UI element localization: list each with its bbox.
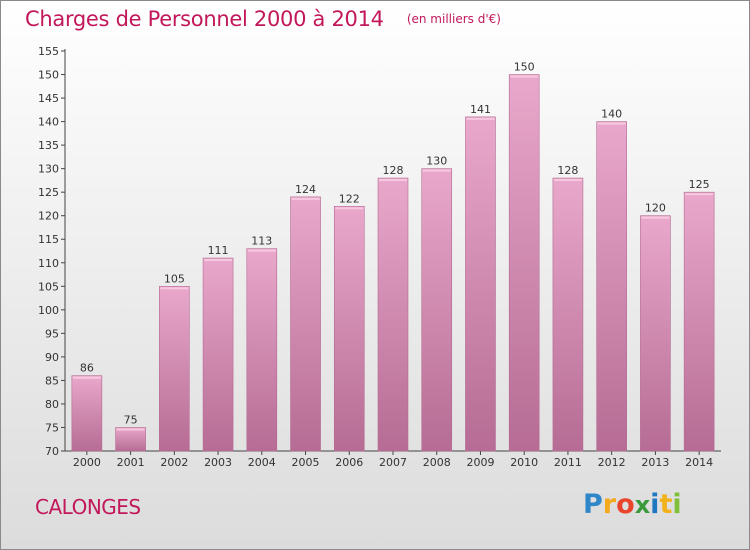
bar-value-label: 111 bbox=[208, 244, 229, 257]
title-row: Charges de Personnel 2000 à 2014 (en mil… bbox=[25, 7, 501, 31]
bar-highlight bbox=[553, 179, 582, 182]
logo-letter: P bbox=[583, 489, 603, 520]
bar bbox=[246, 248, 278, 452]
bar bbox=[333, 205, 365, 452]
y-tick-label: 150 bbox=[38, 69, 59, 82]
bar-highlight bbox=[160, 287, 189, 290]
bar-highlight bbox=[597, 122, 626, 125]
y-tick-label: 90 bbox=[45, 351, 59, 364]
bar-value-label: 128 bbox=[383, 164, 404, 177]
y-tick-label: 145 bbox=[38, 92, 59, 105]
y-tick-label: 85 bbox=[45, 374, 59, 387]
y-tick-label: 105 bbox=[38, 280, 59, 293]
y-tick-label: 155 bbox=[38, 45, 59, 58]
logo-letter: o bbox=[616, 489, 635, 520]
x-tick-label: 2006 bbox=[335, 456, 363, 469]
data-labels: 86 75 105 111 113 124 122 128 130 141 150 128 140 120… bbox=[80, 61, 710, 427]
unit-note: (en milliers d'€) bbox=[406, 12, 501, 26]
proxiti-logo: Proxiti bbox=[583, 489, 682, 520]
x-tick-label: 2007 bbox=[379, 456, 407, 469]
bar-highlight bbox=[641, 216, 670, 219]
bar bbox=[465, 116, 496, 452]
logo-letter: r bbox=[602, 489, 617, 520]
commune-name: CALONGES bbox=[35, 495, 141, 519]
bar bbox=[552, 177, 584, 452]
y-tick-label: 140 bbox=[38, 116, 59, 129]
x-tick-label: 2008 bbox=[423, 456, 451, 469]
y-tick-label: 75 bbox=[45, 421, 59, 434]
x-tick-label: 2014 bbox=[685, 456, 713, 469]
y-tick-label: 95 bbox=[45, 327, 59, 340]
y-tick-label: 100 bbox=[38, 304, 59, 317]
bar bbox=[508, 74, 540, 452]
y-tick-label: 130 bbox=[38, 163, 59, 176]
bar-highlight bbox=[379, 179, 407, 182]
bar-highlight bbox=[247, 249, 276, 252]
bar-value-label: 141 bbox=[470, 103, 491, 116]
bar bbox=[202, 257, 234, 452]
y-tick-label: 135 bbox=[38, 139, 59, 152]
bar bbox=[421, 168, 453, 452]
bar-value-label: 140 bbox=[601, 108, 622, 121]
bar-highlight bbox=[685, 193, 714, 196]
x-tick-label: 2005 bbox=[292, 456, 320, 469]
x-tick-label: 2010 bbox=[510, 456, 538, 469]
x-tick-label: 2012 bbox=[598, 456, 626, 469]
bar bbox=[377, 177, 409, 452]
bar bbox=[115, 427, 146, 452]
bar bbox=[683, 191, 715, 452]
x-tick-label: 2013 bbox=[641, 456, 669, 469]
y-tick-label: 110 bbox=[38, 257, 59, 270]
bar-highlight bbox=[291, 197, 320, 200]
logo-letter: i bbox=[650, 489, 660, 520]
x-tick-label: 2009 bbox=[466, 456, 494, 469]
x-tick-label: 2011 bbox=[554, 456, 582, 469]
x-tick-label: 2000 bbox=[73, 456, 101, 469]
bar bbox=[159, 285, 190, 452]
bars bbox=[71, 74, 715, 452]
logo-letter: i bbox=[672, 489, 682, 520]
bar-highlight bbox=[335, 207, 364, 210]
bar-highlight bbox=[510, 75, 539, 78]
bar-value-label: 120 bbox=[645, 202, 666, 215]
bar-value-label: 130 bbox=[426, 155, 447, 168]
bar-value-label: 113 bbox=[251, 235, 272, 248]
bar bbox=[290, 196, 321, 452]
bar-value-label: 128 bbox=[557, 164, 578, 177]
y-tick-label: 120 bbox=[38, 210, 59, 223]
bar-value-label: 150 bbox=[514, 61, 535, 74]
x-tick-label: 2004 bbox=[248, 456, 276, 469]
y-tick-label: 115 bbox=[38, 233, 59, 246]
bar-value-label: 105 bbox=[164, 272, 185, 285]
bar-value-label: 86 bbox=[80, 362, 94, 375]
bar-value-label: 124 bbox=[295, 183, 316, 196]
x-tick-label: 2001 bbox=[117, 456, 145, 469]
bar-highlight bbox=[72, 376, 101, 379]
axes: 70 75 80 85 90 95 100 105 110 115 120 125 130 135 140 1… bbox=[38, 45, 721, 469]
y-tick-label: 125 bbox=[38, 186, 59, 199]
x-tick-label: 2002 bbox=[160, 456, 188, 469]
bar-highlight bbox=[204, 259, 233, 262]
y-tick-label: 70 bbox=[45, 445, 59, 458]
y-tick-label: 80 bbox=[45, 398, 59, 411]
logo-letter: t bbox=[659, 489, 673, 520]
bar-highlight bbox=[466, 117, 495, 120]
bar bbox=[640, 215, 671, 452]
chart-title: Charges de Personnel 2000 à 2014 bbox=[25, 7, 384, 31]
bar-value-label: 75 bbox=[124, 413, 138, 426]
bar-value-label: 122 bbox=[339, 192, 360, 205]
logo-letter: x bbox=[634, 491, 651, 519]
bar bbox=[596, 121, 627, 452]
bar bbox=[71, 375, 103, 452]
bar-value-label: 125 bbox=[689, 178, 710, 191]
bar-highlight bbox=[422, 169, 451, 172]
bar-highlight bbox=[116, 428, 145, 431]
x-tick-label: 2003 bbox=[204, 456, 232, 469]
